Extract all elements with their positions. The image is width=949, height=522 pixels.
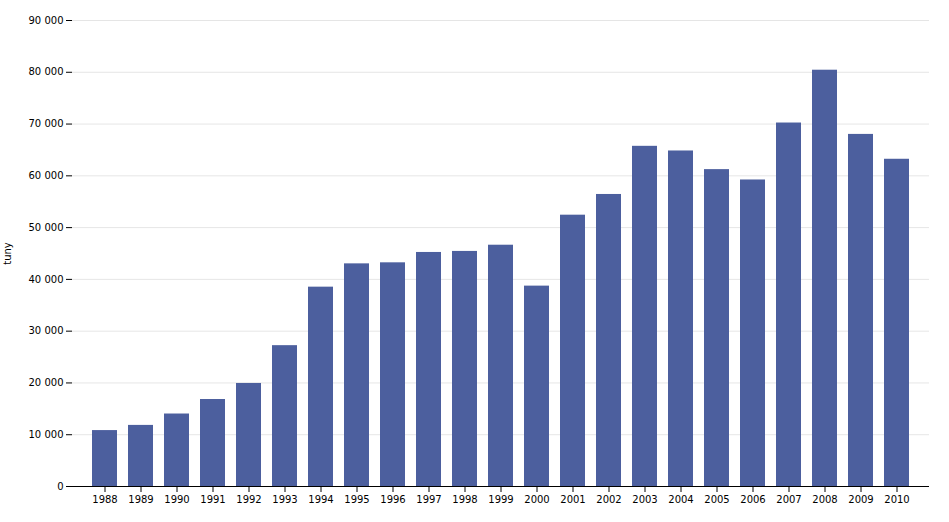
svg-text:2002: 2002	[596, 494, 621, 505]
svg-text:2003: 2003	[632, 494, 657, 505]
svg-text:70 000: 70 000	[29, 118, 64, 129]
svg-text:2005: 2005	[704, 494, 729, 505]
svg-text:2008: 2008	[812, 494, 837, 505]
svg-text:tuny: tuny	[2, 242, 13, 265]
svg-text:1994: 1994	[308, 494, 333, 505]
svg-text:1995: 1995	[344, 494, 369, 505]
svg-text:1993: 1993	[272, 494, 297, 505]
svg-text:0: 0	[57, 481, 63, 492]
svg-text:2004: 2004	[668, 494, 693, 505]
svg-text:2007: 2007	[776, 494, 801, 505]
svg-text:40 000: 40 000	[29, 274, 64, 285]
svg-text:30 000: 30 000	[29, 325, 64, 336]
svg-text:1992: 1992	[236, 494, 261, 505]
svg-text:10 000: 10 000	[29, 429, 64, 440]
svg-text:2006: 2006	[740, 494, 765, 505]
svg-text:60 000: 60 000	[29, 170, 64, 181]
svg-text:90 000: 90 000	[29, 15, 64, 26]
svg-text:50 000: 50 000	[29, 222, 64, 233]
svg-text:1996: 1996	[380, 494, 405, 505]
svg-text:20 000: 20 000	[29, 377, 64, 388]
svg-text:2001: 2001	[560, 494, 585, 505]
svg-text:80 000: 80 000	[29, 66, 64, 77]
svg-text:1988: 1988	[92, 494, 117, 505]
svg-text:1989: 1989	[128, 494, 153, 505]
svg-text:2010: 2010	[884, 494, 909, 505]
svg-text:1999: 1999	[488, 494, 513, 505]
svg-text:1990: 1990	[164, 494, 189, 505]
svg-text:2009: 2009	[848, 494, 873, 505]
svg-text:1998: 1998	[452, 494, 477, 505]
svg-text:1991: 1991	[200, 494, 225, 505]
svg-text:1997: 1997	[416, 494, 441, 505]
svg-text:2000: 2000	[524, 494, 549, 505]
